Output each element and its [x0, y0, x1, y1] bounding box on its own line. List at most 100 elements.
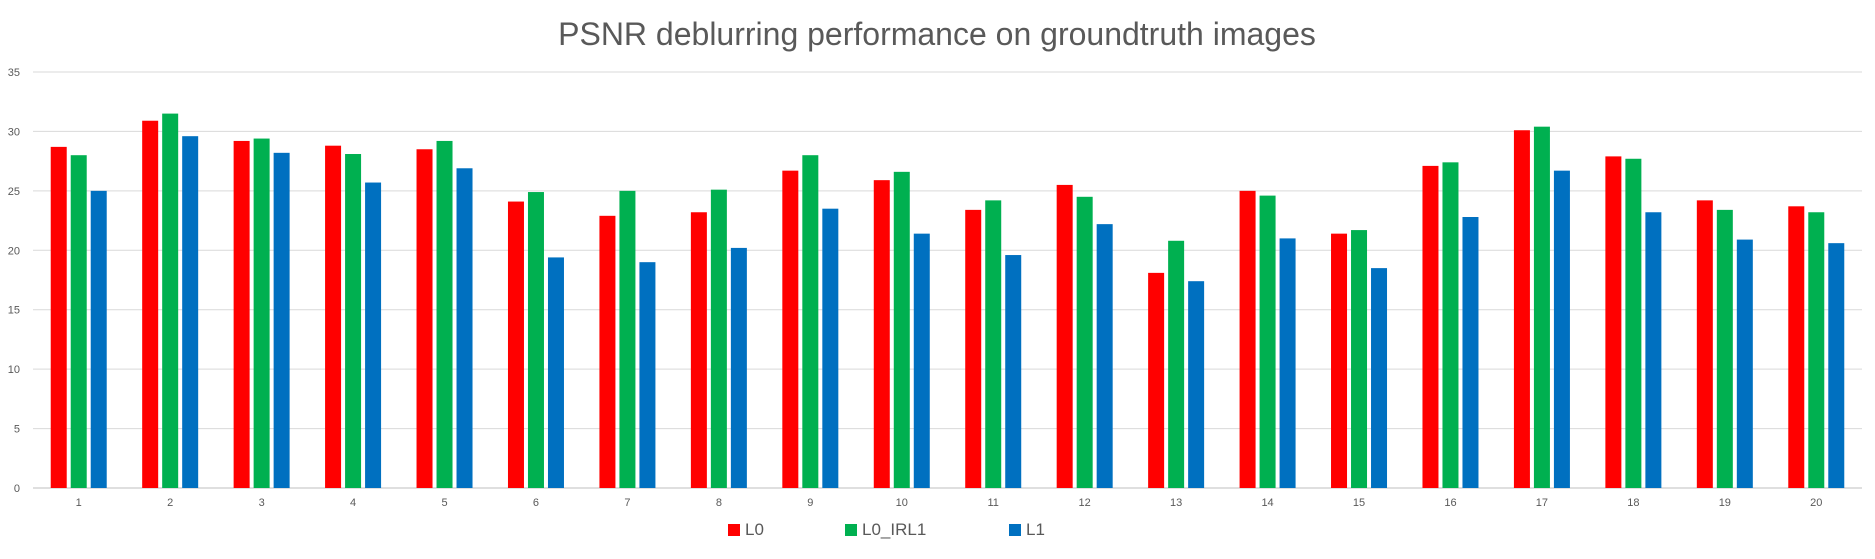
x-tick-label: 8 [716, 497, 722, 509]
legend-swatch [728, 524, 740, 536]
bar-l1-12 [1096, 224, 1113, 488]
y-tick-label: 20 [8, 245, 20, 257]
y-tick-label: 35 [8, 67, 20, 79]
bar-l0-irl1-6 [527, 192, 544, 488]
bar-l0-16 [1422, 165, 1439, 488]
bar-l1-9 [822, 208, 839, 488]
bar-l1-20 [1828, 243, 1845, 488]
bar-group-9 [782, 155, 839, 488]
bar-l0-irl1-2 [162, 113, 179, 488]
bar-l1-3 [273, 152, 290, 488]
bar-l0-irl1-17 [1533, 126, 1550, 488]
x-tick-label: 9 [807, 497, 813, 509]
bar-group-2 [142, 113, 199, 488]
bar-l0-irl1-20 [1808, 212, 1825, 488]
bar-group-20 [1788, 206, 1845, 488]
bar-l1-6 [547, 257, 564, 488]
bar-l0-irl1-7 [619, 190, 636, 488]
bar-l0-irl1-15 [1351, 230, 1368, 488]
bar-l0-1 [50, 146, 67, 488]
bar-l0-18 [1605, 156, 1622, 489]
bar-l0-irl1-18 [1625, 158, 1642, 488]
bar-group-4 [325, 145, 382, 489]
bar-l1-11 [1005, 255, 1022, 488]
bar-l1-4 [365, 182, 382, 488]
bar-l0-irl1-13 [1168, 240, 1185, 488]
bar-l0-6 [507, 201, 524, 488]
x-tick-label: 3 [259, 497, 265, 509]
x-tick-label: 2 [167, 497, 173, 509]
legend-label: L0_IRL1 [862, 520, 926, 539]
x-tick-label: 12 [1079, 497, 1091, 509]
bar-group-8 [690, 189, 747, 488]
bars [50, 113, 1845, 489]
bar-l1-16 [1462, 217, 1479, 488]
legend-swatch [845, 524, 857, 536]
x-tick-label: 14 [1261, 497, 1273, 509]
bar-l1-18 [1645, 212, 1662, 488]
y-tick-label: 25 [8, 186, 20, 198]
bar-l0-20 [1788, 206, 1805, 488]
x-tick-label: 11 [988, 497, 999, 509]
bar-l0-5 [416, 149, 433, 488]
gridlines [33, 71, 1862, 489]
bar-group-1 [50, 146, 107, 488]
chart-title: PSNR deblurring performance on groundtru… [558, 16, 1316, 52]
x-tick-label: 20 [1810, 497, 1822, 509]
bar-l0-10 [873, 180, 890, 488]
x-tick-label: 18 [1627, 497, 1639, 509]
y-axis-ticks: 0 5 10 15 20 25 30 35 [8, 67, 20, 495]
bar-l0-12 [1056, 184, 1073, 488]
bar-l0-irl1-5 [436, 140, 453, 489]
bar-l0-irl1-12 [1076, 196, 1093, 489]
bar-group-12 [1056, 184, 1113, 489]
bar-group-13 [1148, 240, 1205, 488]
legend-label: L0 [745, 520, 764, 539]
bar-l0-11 [965, 209, 982, 489]
bar-group-19 [1696, 200, 1753, 489]
bar-l0-irl1-11 [985, 200, 1002, 488]
bar-l0-19 [1696, 200, 1713, 488]
bar-l0-irl1-8 [710, 189, 727, 488]
bar-group-7 [599, 190, 656, 488]
bar-l1-17 [1553, 170, 1570, 488]
bar-l0-15 [1331, 233, 1348, 488]
bar-group-15 [1331, 230, 1388, 488]
bar-l1-19 [1736, 239, 1753, 488]
bar-l1-2 [182, 136, 199, 488]
bar-group-10 [873, 171, 930, 488]
bar-l1-14 [1279, 238, 1296, 488]
x-tick-label: 13 [1170, 497, 1182, 509]
x-tick-label: 17 [1536, 497, 1548, 509]
bar-l0-irl1-10 [893, 171, 910, 488]
bar-l0-irl1-9 [802, 155, 819, 488]
bar-l0-irl1-3 [253, 138, 270, 488]
y-tick-label: 15 [8, 305, 20, 317]
bar-l0-7 [599, 215, 616, 488]
x-tick-label: 19 [1719, 497, 1731, 509]
y-tick-label: 10 [8, 364, 20, 376]
x-tick-label: 15 [1353, 497, 1365, 509]
bar-group-16 [1422, 162, 1479, 488]
legend-label: L1 [1026, 520, 1045, 539]
bar-l1-15 [1371, 268, 1388, 488]
y-tick-label: 5 [14, 424, 20, 436]
bar-group-6 [507, 192, 564, 488]
bar-group-14 [1239, 190, 1296, 488]
bar-l1-8 [730, 247, 747, 488]
bar-l1-7 [639, 262, 656, 488]
bar-l0-irl1-14 [1259, 195, 1276, 488]
bar-l0-4 [325, 145, 342, 489]
x-axis-ticks: 1 2 3 4 5 6 7 8 9 10 11 12 13 14 15 16 17 18 19 20 [76, 497, 1823, 509]
x-tick-label: 7 [624, 497, 630, 509]
x-tick-label: 1 [76, 497, 82, 509]
bar-l0-irl1-4 [345, 154, 362, 489]
bar-l1-10 [913, 233, 930, 488]
bar-group-5 [416, 140, 473, 489]
bar-group-17 [1513, 126, 1570, 489]
bar-l0-14 [1239, 190, 1256, 488]
bar-l0-8 [690, 212, 707, 488]
bar-l0-3 [233, 140, 250, 489]
